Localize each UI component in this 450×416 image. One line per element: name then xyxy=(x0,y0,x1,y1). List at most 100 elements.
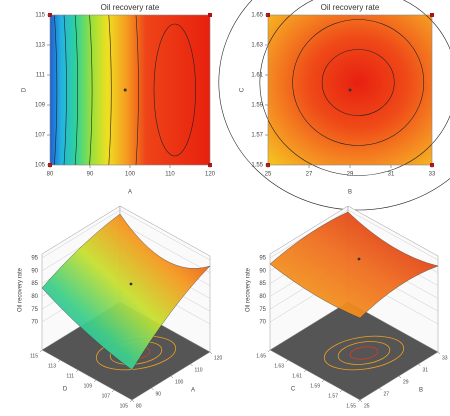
z-tick-label: 75 xyxy=(259,307,266,313)
chart-title: Oil recovery rate xyxy=(321,3,380,12)
x-tick-label: 33 xyxy=(442,355,448,361)
y-tick-label: 1.65 xyxy=(256,353,266,359)
y-axis-label: C xyxy=(240,87,246,92)
x-tick xyxy=(437,351,441,355)
x-tick-label: 90 xyxy=(87,172,94,178)
y-tick xyxy=(129,399,133,403)
y-tick xyxy=(39,349,43,353)
z-tick-label: 90 xyxy=(31,268,38,274)
chart-title: Oil recovery rate xyxy=(101,3,160,12)
contour-line xyxy=(108,14,112,166)
y-tick-label: 115 xyxy=(35,13,45,19)
contour-line xyxy=(153,23,196,157)
contour-line xyxy=(292,19,425,146)
grid-line xyxy=(347,209,439,261)
z-tick-label: 90 xyxy=(259,268,266,274)
floor-contour xyxy=(349,346,379,360)
y-tick-label: 109 xyxy=(84,383,93,389)
y-tick xyxy=(357,399,361,403)
x-tick-label: 27 xyxy=(306,172,313,178)
y-tick xyxy=(267,349,271,353)
z-tick-label: 75 xyxy=(31,307,38,313)
center-point xyxy=(348,88,352,92)
floor-contour xyxy=(323,335,405,371)
y-axis-label: C xyxy=(291,387,296,393)
z-tick-label: 85 xyxy=(259,281,266,287)
y-tick xyxy=(93,379,97,383)
contour-line xyxy=(218,0,450,211)
y-tick-label: 1.63 xyxy=(274,363,284,369)
x-tick-label: 120 xyxy=(214,355,223,361)
y-tick xyxy=(339,389,343,393)
y-tick-label: 107 xyxy=(35,133,46,139)
y-tick-label: 105 xyxy=(35,163,46,169)
y-tick-label: 105 xyxy=(120,403,129,409)
y-tick-label: 111 xyxy=(66,373,74,379)
x-tick-label: 120 xyxy=(205,172,216,178)
z-tick-label: 80 xyxy=(31,294,38,300)
z-tick-label: 70 xyxy=(31,320,38,326)
contour-line xyxy=(63,14,67,166)
x-tick-label: 80 xyxy=(47,172,54,178)
y-tick xyxy=(303,369,307,373)
x-tick-label: 90 xyxy=(156,391,162,397)
x-axis-label: A xyxy=(128,190,132,196)
x-tick xyxy=(209,351,213,355)
x-tick-label: 100 xyxy=(125,172,136,178)
x-tick-label: 25 xyxy=(364,403,370,409)
x-tick-label: 29 xyxy=(403,379,409,385)
x-tick-label: 80 xyxy=(136,403,142,409)
x-tick-label: 31 xyxy=(388,172,395,178)
y-tick xyxy=(57,359,61,363)
y-tick-label: 107 xyxy=(102,393,111,399)
x-tick-label: 25 xyxy=(265,172,272,178)
corner-marker xyxy=(430,13,434,17)
z-tick-label: 80 xyxy=(259,294,266,300)
center-point xyxy=(129,282,133,286)
contour-line xyxy=(74,14,78,166)
y-tick-label: 1.55 xyxy=(251,163,263,169)
center-point xyxy=(123,88,127,92)
y-tick-label: 113 xyxy=(35,43,45,49)
y-tick xyxy=(75,369,79,373)
z-tick-label: 70 xyxy=(259,320,266,326)
x-tick xyxy=(131,399,135,403)
contour-line xyxy=(89,14,93,166)
contour-line xyxy=(54,14,58,166)
x-tick xyxy=(418,363,421,367)
z-tick-label: 85 xyxy=(31,281,38,287)
y-tick-label: 109 xyxy=(35,103,46,109)
z-axis-label: Oil recovery rate xyxy=(246,267,252,312)
x-tick-label: 100 xyxy=(175,379,184,385)
x-tick-label: 29 xyxy=(347,172,354,178)
x-tick xyxy=(379,387,382,391)
y-tick xyxy=(111,389,115,393)
grid-line xyxy=(41,209,121,259)
y-tick-label: 1.59 xyxy=(310,383,320,389)
x-tick xyxy=(151,387,154,391)
floor-contour xyxy=(337,341,391,365)
y-tick-label: 1.61 xyxy=(292,373,302,379)
x-axis-label: B xyxy=(348,190,352,196)
contour-line xyxy=(259,0,450,176)
y-tick-label: 1.65 xyxy=(251,13,263,19)
grid-line xyxy=(119,209,211,261)
y-tick-label: 1.59 xyxy=(251,103,263,109)
y-tick-label: 1.57 xyxy=(328,393,338,399)
x-axis-label: A xyxy=(191,388,195,394)
x-tick xyxy=(170,375,174,379)
y-tick-label: 1.61 xyxy=(251,73,263,79)
y-tick xyxy=(321,379,325,383)
x-tick-label: 27 xyxy=(384,391,390,397)
center-point xyxy=(357,257,361,261)
x-tick-label: 110 xyxy=(195,367,203,373)
y-axis-label: D xyxy=(22,87,28,92)
y-tick-label: 1.63 xyxy=(251,43,263,49)
y-axis-label: D xyxy=(63,387,68,393)
corner-marker xyxy=(208,13,212,17)
contour-line xyxy=(321,49,395,116)
y-tick-label: 115 xyxy=(30,353,38,359)
y-tick-label: 111 xyxy=(36,73,46,79)
